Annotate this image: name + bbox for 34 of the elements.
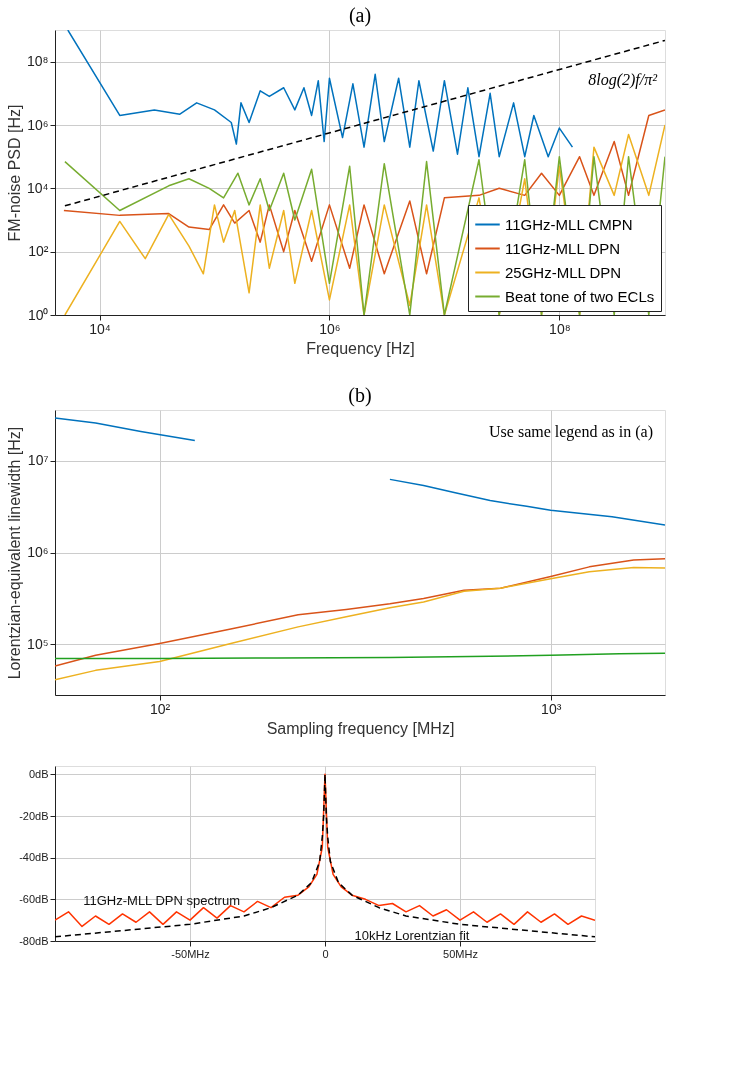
x-tick-label: 0 xyxy=(322,947,329,960)
x-tick-label: 10⁸ xyxy=(549,320,571,337)
legend-label: 11GHz-MLL CMPN xyxy=(505,215,633,233)
y-tick-label: 10⁶ xyxy=(27,116,49,133)
annotation: Use same legend as in (a) xyxy=(489,423,653,441)
y-tick-label: 10⁵ xyxy=(27,635,49,652)
annotation: 10kHz Lorentzian fit xyxy=(354,928,470,944)
x-axis-title: Sampling frequency [MHz] xyxy=(266,719,455,737)
y-tick-label: 10⁶ xyxy=(27,544,49,561)
y-tick-label: 10⁴ xyxy=(26,179,49,196)
y-tick-label: -40dB xyxy=(19,851,49,864)
x-tick-label: 50MHz xyxy=(443,947,478,960)
y-tick-label: 10⁷ xyxy=(27,452,49,469)
x-tick-label: 10³ xyxy=(541,700,562,717)
legend-label: 11GHz-MLL DPN xyxy=(505,239,621,257)
x-tick-label: 10⁶ xyxy=(319,320,341,337)
x-axis-title: Frequency [Hz] xyxy=(306,339,415,357)
y-tick-label: 0dB xyxy=(28,767,49,780)
legend-label: 25GHz-MLL DPN xyxy=(505,263,622,281)
y-tick-label: -80dB xyxy=(19,934,49,947)
y-tick-label: -60dB xyxy=(19,892,49,905)
y-axis-title: Lorentzian-equivalent linewidth [Hz] xyxy=(6,426,24,680)
series-label: 8log(2)f/π² xyxy=(588,71,659,90)
annotation: 11GHz-MLL DPN spectrum xyxy=(83,892,240,908)
x-tick-label: 10⁴ xyxy=(89,320,111,337)
y-tick-label: 10⁸ xyxy=(27,53,49,70)
x-tick-label: -50MHz xyxy=(171,947,210,960)
y-tick-label: 10² xyxy=(28,243,49,260)
legend-label: Beat tone of two ECLs xyxy=(505,287,655,305)
y-axis-title: FM-noise PSD [Hz] xyxy=(5,104,23,242)
chart-title: (b) xyxy=(348,384,372,407)
y-tick-label: -20dB xyxy=(19,809,49,822)
y-tick-label: 10⁰ xyxy=(27,306,49,323)
chart-title: (a) xyxy=(348,4,372,27)
